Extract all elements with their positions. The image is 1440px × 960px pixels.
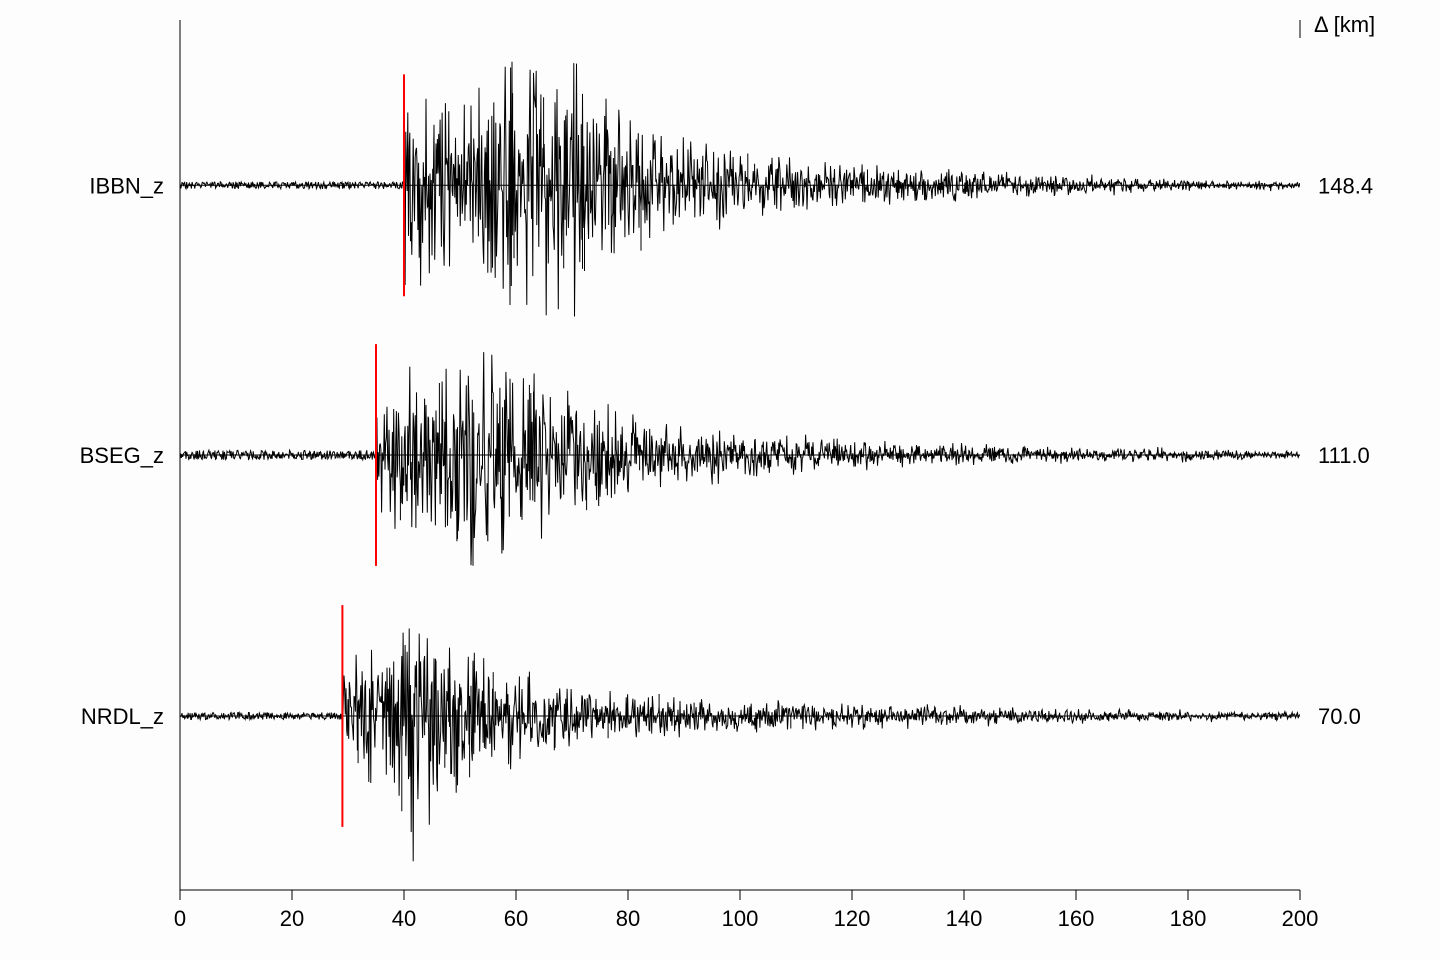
x-axis-tick-label: 40: [392, 906, 416, 931]
x-axis-tick-label: 180: [1170, 906, 1207, 931]
x-axis-tick-label: 100: [722, 906, 759, 931]
trace-label: NRDL_z: [81, 704, 164, 729]
x-axis-tick-label: 160: [1058, 906, 1095, 931]
trace-label: BSEG_z: [80, 443, 164, 468]
x-axis-tick-label: 60: [504, 906, 528, 931]
trace-delta-value: 148.4: [1318, 173, 1373, 198]
x-axis-tick-label: 140: [946, 906, 983, 931]
x-axis-tick-label: 80: [616, 906, 640, 931]
trace-delta-value: 111.0: [1318, 443, 1370, 468]
x-axis-tick-label: 120: [834, 906, 871, 931]
trace-label: IBBN_z: [89, 173, 164, 198]
seismogram-chart: IBBN_z 148.4 BSEG_z 111.0 NRDL_z 70.0 0 20 40 60 8…: [0, 0, 1440, 960]
trace-delta-value: 70.0: [1318, 704, 1361, 729]
x-axis-tick-label: 0: [174, 906, 186, 931]
right-axis-header: Δ [km]: [1314, 12, 1375, 37]
x-axis-tick-label: 20: [280, 906, 304, 931]
x-axis-tick-label: 200: [1282, 906, 1319, 931]
